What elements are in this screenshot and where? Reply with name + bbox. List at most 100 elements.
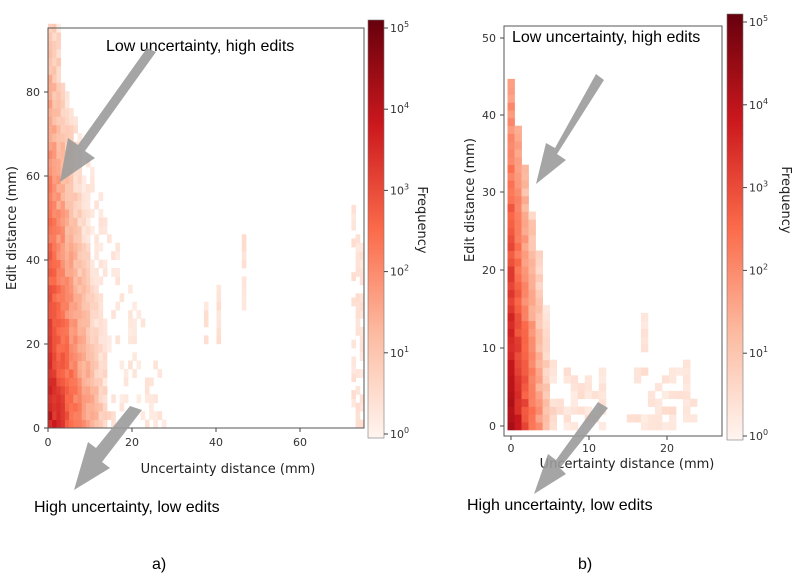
heatmap-cell [351,272,356,281]
heatmap-cell [52,301,57,311]
heatmap-cell [507,367,515,376]
heatmap-cell [85,343,91,353]
heatmap-cell [56,385,61,395]
heatmap-cell [563,406,571,415]
heatmap-cell [73,343,78,353]
heatmap-cell [56,40,61,50]
heatmap-cell [683,383,691,392]
heatmap-cell [216,318,222,328]
heatmap-cell [52,259,57,269]
heatmap-cell [216,284,222,294]
heatmap-cell [98,293,104,303]
heatmap-cell [683,414,691,423]
heatmap-cell [48,166,53,176]
heatmap-cell [107,234,112,244]
heatmap-cell [584,406,593,415]
heatmap-cell [77,377,83,387]
heatmap-cell [535,250,543,259]
heatmap-cell [64,385,70,395]
heatmap-cell [514,367,522,376]
heatmap-cell [507,102,515,111]
heatmap-cell [528,305,536,314]
heatmap-cell [85,293,91,303]
heatmap-cell [132,352,137,361]
heatmap-cell [73,242,78,252]
heatmap-cell [570,406,579,415]
heatmap-cell [73,209,78,218]
heatmap-cell [77,293,83,303]
heatmap-cell [355,326,361,336]
heatmap-cell [94,284,99,294]
heatmap-cell [528,234,536,244]
heatmap-cell [521,312,529,322]
heatmap-cell [528,266,536,275]
heatmap-cell [514,414,522,423]
heatmap-cell [81,326,87,336]
heatmap-cell [542,320,550,329]
heatmap-cell [521,375,529,384]
heatmap-cell [90,360,95,370]
heatmap-cell [640,320,649,329]
heatmap-cell [73,369,78,378]
heatmap-cell [535,266,543,275]
heatmap-cell [507,312,515,322]
heatmap-cell [528,383,536,392]
heatmap-cell [48,192,53,201]
heatmap-cell [528,211,536,220]
heatmap-cell [514,281,522,290]
heatmap-cell [669,375,677,384]
heatmap-cell [507,398,515,407]
heatmap-cell [542,328,550,337]
heatmap-cell [107,335,112,345]
heatmap-cell [351,204,356,214]
heatmap-cell [85,301,91,311]
heatmap-cell [94,394,99,404]
heatmap-cell [69,343,74,353]
heatmap-cell [514,203,522,212]
heatmap-cell [521,203,529,212]
heatmap-cell [60,108,66,117]
arrow-bottom-b [534,402,608,494]
heatmap-cell [115,242,120,252]
heatmap-cell [60,234,66,244]
heatmap-cell [149,394,154,404]
heatmap-cell [241,251,247,260]
heatmap-cell [85,242,91,252]
heatmap-cell [94,402,99,412]
heatmap-cell [90,284,95,294]
heatmap-cell [56,225,61,235]
heatmap-cell [69,394,74,404]
heatmap-cell [542,390,550,400]
heatmap-cell [535,398,543,407]
x-tick-label: 0 [508,442,515,455]
heatmap-cell [521,305,529,314]
heatmap-cell [203,318,209,328]
heatmap-cell [683,375,691,384]
heatmap-cell [69,192,74,201]
heatmap-cell [528,336,536,345]
heatmap-cell [81,335,87,345]
arrow-top-b [536,74,604,184]
heatmap-cell [77,242,83,252]
heatmap-cell [56,369,61,378]
heatmap-cell [102,377,108,387]
heatmap-cell [521,359,529,368]
heatmap-cell [647,414,656,423]
heatmap-cell [73,234,78,244]
heatmap-cell [77,352,83,361]
heatmap-cell [542,383,550,392]
heatmap-cell [351,356,356,366]
heatmap-cell [64,284,70,294]
heatmap-cell [60,411,66,420]
heatmap-cell [56,411,61,420]
heatmap-cell [528,312,536,322]
heatmap-cell [359,310,365,319]
heatmap-cell [507,195,515,205]
heatmap-cell [570,383,579,392]
heatmap-cell [98,276,104,286]
heatmap-cell [52,91,57,100]
heatmap-cell [514,375,522,384]
heatmap-cell [98,385,104,395]
heatmap-cell [351,339,356,349]
heatmap-cell [69,217,74,227]
